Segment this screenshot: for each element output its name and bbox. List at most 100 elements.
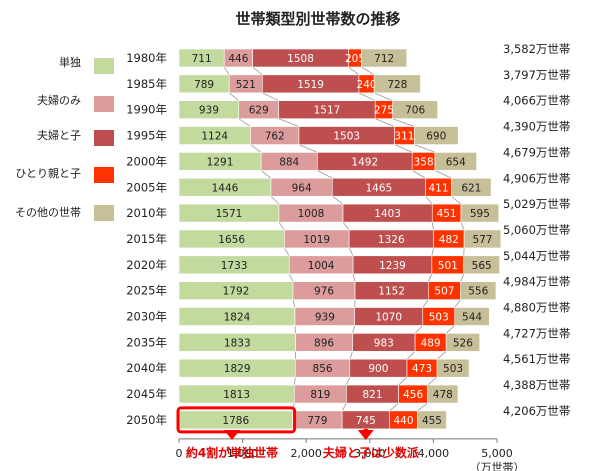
segment-value-label: 728: [387, 79, 407, 91]
legend-label: 夫婦のみ: [37, 93, 81, 107]
segment-value-label: 762: [265, 131, 285, 143]
year-label: 1990年: [126, 103, 167, 117]
segment-value-label: 451: [437, 208, 457, 220]
total-label: 3,797万世帯: [503, 68, 570, 82]
segment-value-label: 1792: [223, 286, 250, 298]
segment-connectors: [223, 66, 465, 412]
segment-value-label: 595: [470, 208, 490, 220]
connector-line: [460, 221, 465, 231]
segment-value-label: 482: [439, 234, 459, 246]
connector-line: [389, 402, 399, 412]
connector-line: [283, 247, 290, 257]
connector-line: [288, 273, 294, 282]
connector-line: [398, 376, 408, 386]
connector-line: [238, 118, 251, 127]
connector-line: [228, 92, 239, 102]
year-label: 2005年: [126, 180, 167, 194]
segment-value-label: 1019: [303, 234, 330, 246]
connector-line: [436, 351, 447, 360]
connector-line: [270, 195, 280, 205]
segment-value-label: 900: [368, 363, 388, 375]
segment-value-label: 556: [468, 286, 488, 298]
segment-value-label: 501: [438, 260, 458, 272]
connector-line: [292, 299, 296, 308]
connector-line: [451, 195, 462, 205]
total-label: 4,880万世帯: [503, 301, 570, 315]
connector-line: [298, 144, 318, 153]
connector-line: [417, 402, 428, 412]
segment-value-label: 1656: [218, 234, 245, 246]
year-label: 2040年: [126, 361, 167, 375]
connector-line: [317, 170, 333, 179]
connector-line: [278, 118, 300, 127]
segment-value-label: 240: [357, 79, 377, 91]
connector-line: [358, 92, 376, 102]
segment-value-label: 1124: [201, 131, 228, 143]
segment-value-label: 526: [453, 337, 473, 349]
segment-value-label: 411: [428, 182, 448, 194]
segment-value-label: 565: [472, 260, 492, 272]
connector-line: [348, 247, 354, 256]
segment-value-label: 1503: [333, 131, 360, 143]
segment-value-label: 1403: [374, 208, 401, 220]
connector-line: [294, 325, 296, 334]
segment-value-label: 896: [314, 337, 334, 349]
annotations: 約4割が単独世帯 夫婦と子は少数派: [176, 406, 420, 460]
total-label: 5,060万世帯: [503, 223, 570, 237]
segment-value-label: 489: [421, 337, 441, 349]
segment-value-label: 939: [199, 105, 219, 117]
connector-line: [454, 299, 461, 308]
segment-value-label: 473: [412, 363, 432, 375]
connector-line: [460, 273, 465, 282]
arrow-single-head: [224, 430, 240, 440]
connector-line: [427, 273, 433, 282]
segment-value-label: 1508: [287, 53, 314, 65]
connector-line: [352, 325, 356, 334]
connector-line: [427, 376, 438, 386]
connector-line: [445, 325, 456, 334]
legend-label: 夫婦と子: [37, 128, 81, 142]
segment-value-label: 1446: [212, 182, 239, 194]
segment-value-label: 1326: [378, 234, 405, 246]
chart-title: 世帯類型別世帯数の推移: [235, 10, 400, 28]
legend-label: 単独: [59, 55, 81, 69]
segment-value-label: 939: [315, 312, 335, 324]
total-label: 3,582万世帯: [503, 42, 570, 56]
segment-value-label: 964: [292, 182, 312, 194]
segment-value-label: 478: [433, 389, 453, 401]
year-label: 2030年: [126, 310, 167, 324]
bar-segment: [445, 333, 480, 352]
connector-line: [406, 351, 416, 360]
bar-segment: [451, 177, 492, 197]
bar-segment: [361, 48, 408, 68]
bar-segment: [463, 229, 502, 249]
x-tick-label: 0: [176, 447, 183, 460]
segment-value-label: 621: [461, 182, 481, 194]
segment-value-label: 456: [403, 389, 423, 401]
bar-segment: [436, 358, 470, 378]
segment-value-label: 446: [228, 53, 248, 65]
segment-value-label: 1070: [375, 312, 402, 324]
connector-line: [414, 325, 424, 334]
segment-value-label: 976: [314, 286, 334, 298]
segment-value-label: 1519: [297, 79, 324, 91]
bar-segment: [373, 74, 421, 94]
segment-value-label: 690: [426, 131, 446, 143]
arrow-couple-child-head: [357, 430, 374, 440]
connector-line: [262, 92, 279, 102]
segment-value-label: 1813: [223, 389, 250, 401]
connector-line: [434, 170, 452, 179]
x-axis: 0 1,000 2,000 3,000 4,000 5,000（万世帯）: [176, 438, 525, 471]
segment-value-label: 1733: [221, 260, 248, 272]
bars: 711 446 1508 205 712 789 521 1519 240 728 939 629 15…: [178, 48, 502, 430]
segment-value-label: 654: [446, 156, 466, 168]
connector-line: [341, 402, 347, 412]
connector-line: [349, 351, 353, 360]
total-label: 4,679万世帯: [503, 145, 570, 159]
total-label: 4,906万世帯: [503, 171, 570, 185]
total-labels: 3,582万世帯 3,797万世帯 4,066万世帯 4,390万世帯 4,679万世帯…: [503, 42, 570, 418]
legend-swatch: [94, 96, 114, 112]
total-label: 4,206万世帯: [503, 404, 570, 418]
